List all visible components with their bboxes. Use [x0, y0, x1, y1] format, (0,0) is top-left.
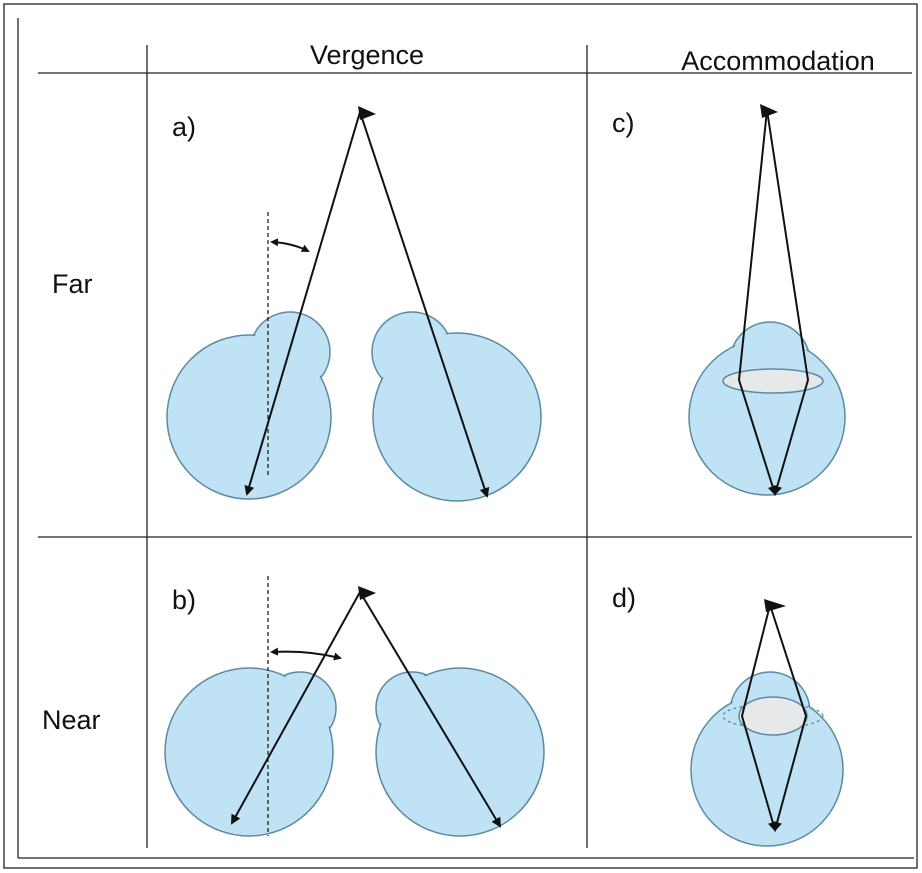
row-label: Near	[42, 705, 101, 735]
target	[358, 586, 376, 600]
lens	[739, 697, 807, 735]
row-label: Far	[52, 269, 93, 299]
target	[764, 599, 786, 612]
target	[760, 104, 778, 118]
column-header: Accommodation	[681, 46, 875, 76]
eye	[165, 668, 336, 836]
diagram: Vergence Accommodation Far Near a) b) c)…	[0, 0, 922, 873]
panel-label: d)	[612, 583, 636, 613]
panel-label: b)	[172, 585, 196, 615]
eye	[376, 668, 544, 836]
eye	[167, 312, 331, 499]
panel-label: a)	[172, 112, 196, 142]
panel-label: c)	[612, 108, 635, 138]
angle-arrow	[272, 652, 340, 658]
column-header: Vergence	[310, 40, 424, 70]
angle-arrow	[272, 242, 308, 251]
target	[358, 106, 376, 120]
